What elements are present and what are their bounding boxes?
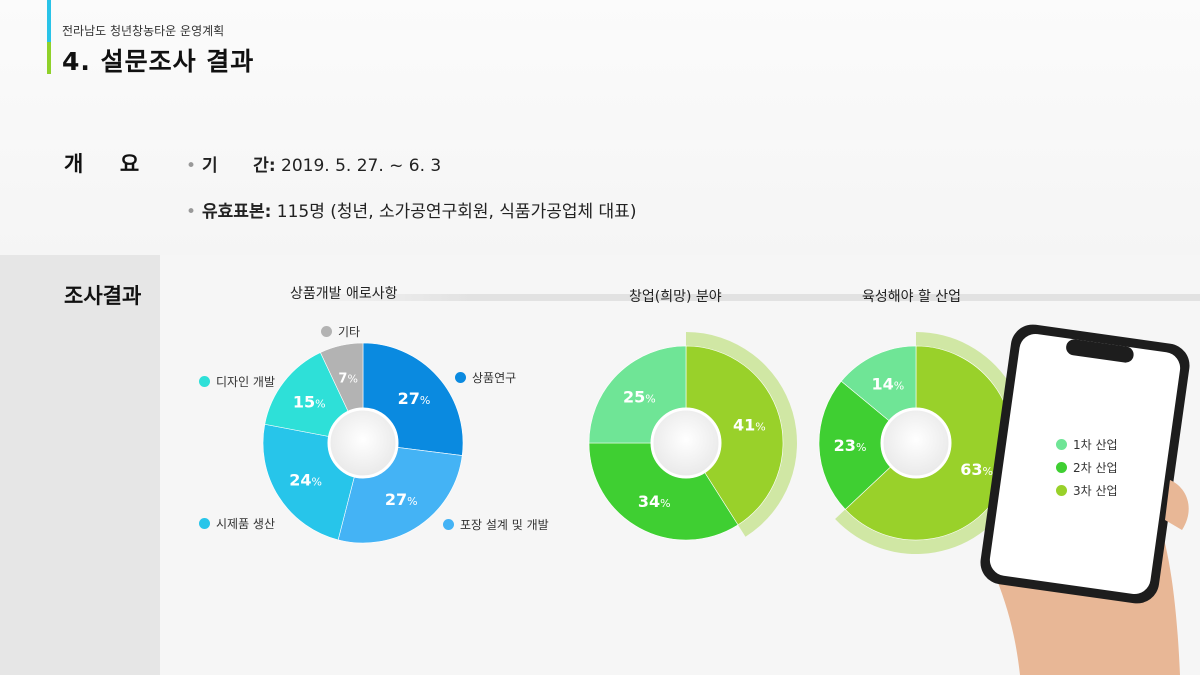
- legend-label: 3차 산업: [1073, 484, 1118, 498]
- legend-dot: [199, 518, 210, 529]
- period-key: 기 간:: [202, 156, 276, 176]
- legend-label: 디자인 개발: [216, 375, 276, 389]
- data-label: 41%: [733, 416, 766, 435]
- overview-section-background: [0, 0, 1200, 255]
- results-label: 조사결과: [64, 284, 142, 308]
- sample-row: • 유효표본: 115명 (청년, 소가공연구회원, 식품가공업체 대표): [186, 197, 636, 222]
- legend-dot: [455, 372, 466, 383]
- legend-label: 상품연구: [472, 371, 517, 385]
- legend-dot: [321, 326, 332, 337]
- overview-label: 개 요: [64, 152, 140, 176]
- data-label: 63%: [960, 460, 993, 479]
- donut-hole: [880, 407, 952, 479]
- legend-label: 2차 산업: [1073, 461, 1118, 475]
- pie-slice: [685, 345, 784, 526]
- page-title: 4. 설문조사 결과: [62, 47, 255, 76]
- donut-hole: [327, 407, 399, 479]
- legend-dot: [199, 376, 210, 387]
- smartphone-illustration: [980, 324, 1190, 675]
- document-subtitle: 전라남도 청년창농타운 운영계획: [62, 24, 225, 38]
- title-accent-bar-top: [47, 0, 51, 42]
- period-row: • 기 간: 2019. 5. 27. ~ 6. 3: [186, 151, 441, 176]
- chart-header-divider: [290, 294, 1200, 301]
- legend-label: 1차 산업: [1073, 438, 1118, 452]
- legend-dot: [1056, 439, 1067, 450]
- legend-item-design-dev: 디자인 개발: [199, 373, 275, 390]
- data-label: 23%: [834, 436, 867, 455]
- legend-label: 포장 설계 및 개발: [460, 518, 549, 532]
- legend-dot: [1056, 462, 1067, 473]
- legend-dot: [1056, 485, 1067, 496]
- bullet-icon: •: [186, 156, 197, 176]
- data-label: 7%: [338, 372, 358, 387]
- data-label: 27%: [385, 490, 418, 509]
- donut-hole: [650, 407, 722, 479]
- data-label: 15%: [293, 392, 326, 411]
- legend-dot: [443, 519, 454, 530]
- legend-label: 기타: [338, 325, 361, 339]
- chart-title-startup-field: 창업(희망) 분야: [629, 289, 722, 305]
- period-value: 2019. 5. 27. ~ 6. 3: [275, 156, 442, 176]
- data-label: 25%: [623, 387, 656, 406]
- chart-title-industry-to-foster: 육성해야 할 산업: [862, 289, 962, 305]
- chart-title-product-dev: 상품개발 애로사항: [290, 286, 398, 302]
- donut-chart-3: 63% 23% 14%: [818, 332, 1027, 554]
- results-label-panel: [0, 255, 160, 675]
- legend-item-prototype: 시제품 생산: [199, 515, 275, 532]
- legend-item-tertiary-industry: 3차 산업: [1056, 482, 1118, 499]
- data-label: 14%: [872, 374, 905, 393]
- legend-item-other: 기타: [321, 323, 360, 340]
- legend-label: 시제품 생산: [216, 517, 276, 531]
- data-label: 27%: [398, 389, 431, 408]
- sample-key: 유효표본:: [202, 202, 272, 222]
- donut-chart-1: 27% 27% 24% 15% 7%: [262, 342, 464, 544]
- sample-value: 115명 (청년, 소가공연구회원, 식품가공업체 대표): [271, 202, 637, 222]
- data-label: 24%: [289, 470, 322, 489]
- legend-item-packaging: 포장 설계 및 개발: [443, 516, 549, 533]
- thumb-illustration: [1165, 480, 1189, 530]
- legend-item-product-research: 상품연구: [455, 369, 516, 386]
- legend-item-primary-industry: 1차 산업: [1056, 436, 1118, 453]
- title-accent-bar-bottom: [47, 42, 51, 74]
- phone-notch: [1066, 339, 1134, 363]
- legend-item-secondary-industry: 2차 산업: [1056, 459, 1118, 476]
- pie-slice: [818, 380, 917, 510]
- data-label: 34%: [638, 492, 671, 511]
- bullet-icon: •: [186, 202, 197, 222]
- donut-chart-2: 41% 34% 25%: [588, 332, 797, 541]
- phone-screen: [989, 333, 1181, 595]
